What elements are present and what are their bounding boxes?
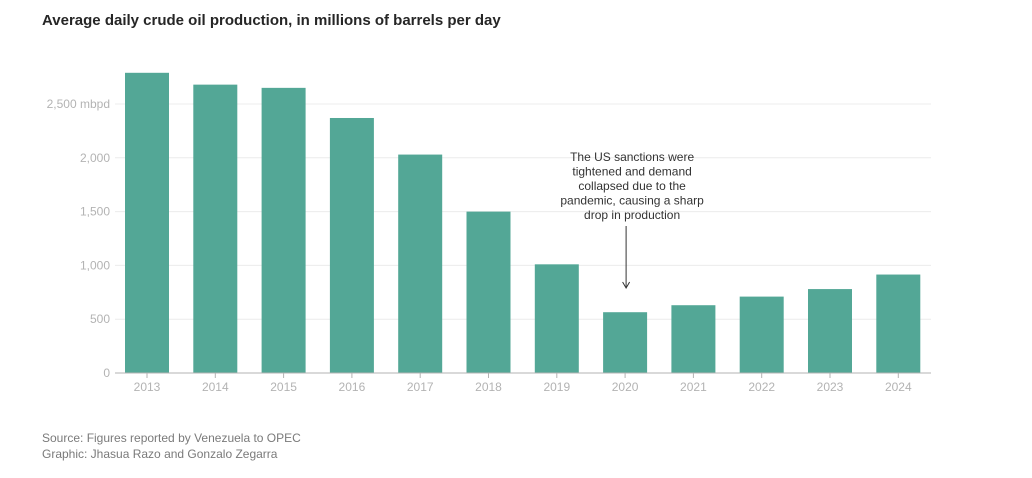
bar: [739, 296, 784, 373]
bar: [329, 117, 374, 373]
annotation-line: The US sanctions were: [570, 150, 694, 164]
x-axis-ticks: 2013 2014 2015 2016 2017 2018 2019 2020 2021 2022…: [134, 373, 912, 394]
x-tick-label: 2016: [339, 380, 366, 394]
x-tick-label: 2024: [885, 380, 912, 394]
annotation-line: collapsed due to the: [578, 179, 686, 193]
bar: [534, 264, 579, 373]
x-tick-label: 2022: [748, 380, 775, 394]
y-tick-label: 2,500 mbpd: [47, 97, 110, 111]
annotation-line: drop in production: [584, 208, 680, 222]
bar: [603, 312, 648, 373]
annotation-text: The US sanctions were tightened and deman…: [560, 150, 704, 222]
annotation-2020: The US sanctions were tightened and deman…: [560, 150, 704, 289]
x-tick-label: 2019: [543, 380, 570, 394]
x-tick-label: 2015: [270, 380, 297, 394]
y-tick-label: 500: [90, 312, 110, 326]
y-axis-ticks: 0 500 1,000 1,500 2,000 2,500 mbpd: [47, 97, 111, 380]
bar: [876, 274, 921, 373]
annotation-line: pandemic, causing a sharp: [560, 194, 704, 208]
bar: [671, 305, 716, 373]
annotation-line: tightened and demand: [572, 165, 691, 179]
x-tick-label: 2013: [134, 380, 161, 394]
y-tick-label: 1,000: [80, 258, 110, 272]
x-tick-label: 2017: [407, 380, 434, 394]
x-tick-label: 2018: [475, 380, 502, 394]
chart-title: Average daily crude oil production, in m…: [42, 12, 501, 29]
bar: [125, 72, 169, 374]
y-tick-label: 1,500: [80, 205, 110, 219]
bar: [466, 211, 511, 373]
y-tick-label: 2,000: [80, 151, 110, 165]
graphic-credit: Graphic: Jhasua Razo and Gonzalo Zegarra: [42, 447, 278, 461]
gridlines: [115, 103, 931, 320]
bar: [193, 84, 238, 373]
bar: [261, 87, 306, 374]
x-tick-label: 2023: [817, 380, 844, 394]
source-note: Source: Figures reported by Venezuela to…: [42, 431, 301, 445]
bar: [398, 154, 443, 373]
annotation-arrow-head: [622, 281, 631, 289]
x-tick-label: 2020: [612, 380, 639, 394]
bars: [125, 72, 921, 374]
x-tick-label: 2014: [202, 380, 229, 394]
bar: [808, 289, 852, 373]
x-tick-label: 2021: [680, 380, 707, 394]
y-tick-label: 0: [103, 366, 110, 380]
